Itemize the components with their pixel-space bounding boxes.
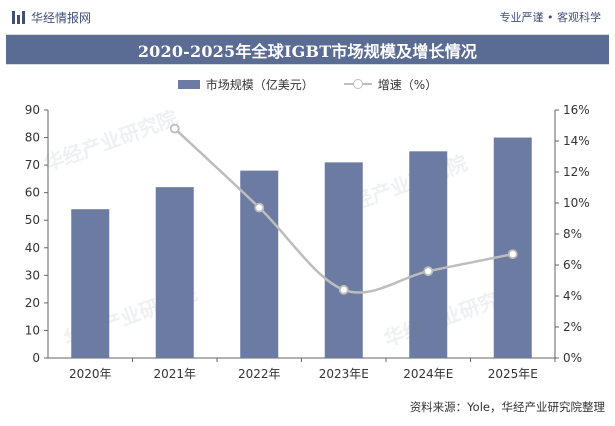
legend: 市场规模（亿美元） 增速（%） xyxy=(0,74,615,94)
left-tick-label: 80 xyxy=(25,131,40,145)
logo-icon xyxy=(12,10,25,24)
x-tick-label: 2024年E xyxy=(403,367,453,381)
legend-line-label: 增速（%） xyxy=(377,77,438,92)
bar xyxy=(324,162,363,358)
growth-point xyxy=(423,266,434,277)
top-header: 华经情报网 专业严谨 • 客观科学 xyxy=(0,0,615,34)
right-tick-label: 8% xyxy=(563,227,582,241)
right-tick-label: 6% xyxy=(563,258,582,272)
legend-item-line: 增速（%） xyxy=(343,76,438,93)
left-tick-label: 60 xyxy=(25,186,40,200)
growth-point xyxy=(338,284,349,295)
legend-line-swatch xyxy=(343,78,372,90)
growth-point xyxy=(254,202,265,213)
bar xyxy=(493,137,532,358)
brand: 华经情报网 xyxy=(12,9,91,26)
left-tick-label: 10 xyxy=(25,323,40,337)
left-tick-label: 20 xyxy=(25,296,40,310)
left-tick-label: 30 xyxy=(25,268,40,282)
right-tick-label: 14% xyxy=(563,134,590,148)
legend-bar-label: 市场规模（亿美元） xyxy=(205,77,314,92)
right-tick-label: 0% xyxy=(563,351,582,365)
left-tick-label: 90 xyxy=(25,103,40,117)
title-band: 2020-2025年全球IGBT市场规模及增长情况 xyxy=(6,34,609,65)
legend-bar-swatch xyxy=(177,79,200,89)
brand-name: 华经情报网 xyxy=(31,10,92,25)
slogan: 专业严谨 • 客观科学 xyxy=(499,11,601,24)
x-tick-label: 2023年E xyxy=(319,367,369,381)
right-tick-label: 12% xyxy=(563,165,590,179)
bar xyxy=(240,170,279,358)
right-tick-label: 16% xyxy=(563,103,590,117)
right-tick-label: 4% xyxy=(563,289,582,303)
x-tick-label: 2025年E xyxy=(488,367,538,381)
right-tick-label: 10% xyxy=(563,196,590,210)
x-tick-label: 2022年 xyxy=(238,367,281,381)
left-tick-label: 50 xyxy=(25,213,40,227)
chart-title: 2020-2025年全球IGBT市场规模及增长情况 xyxy=(6,35,609,64)
x-tick-label: 2021年 xyxy=(153,367,196,381)
bar xyxy=(409,151,448,358)
right-tick-label: 2% xyxy=(563,320,582,334)
left-tick-label: 70 xyxy=(25,158,40,172)
legend-item-bar: 市场规模（亿美元） xyxy=(177,76,314,93)
left-tick-label: 40 xyxy=(25,241,40,255)
growth-point xyxy=(507,249,518,260)
x-tick-label: 2020年 xyxy=(69,367,112,381)
bar xyxy=(155,187,194,358)
source-note: 资料来源：Yole，华经产业研究院整理 xyxy=(409,400,605,414)
bar xyxy=(71,209,110,358)
growth-point xyxy=(169,123,180,134)
left-tick-label: 0 xyxy=(32,351,40,365)
